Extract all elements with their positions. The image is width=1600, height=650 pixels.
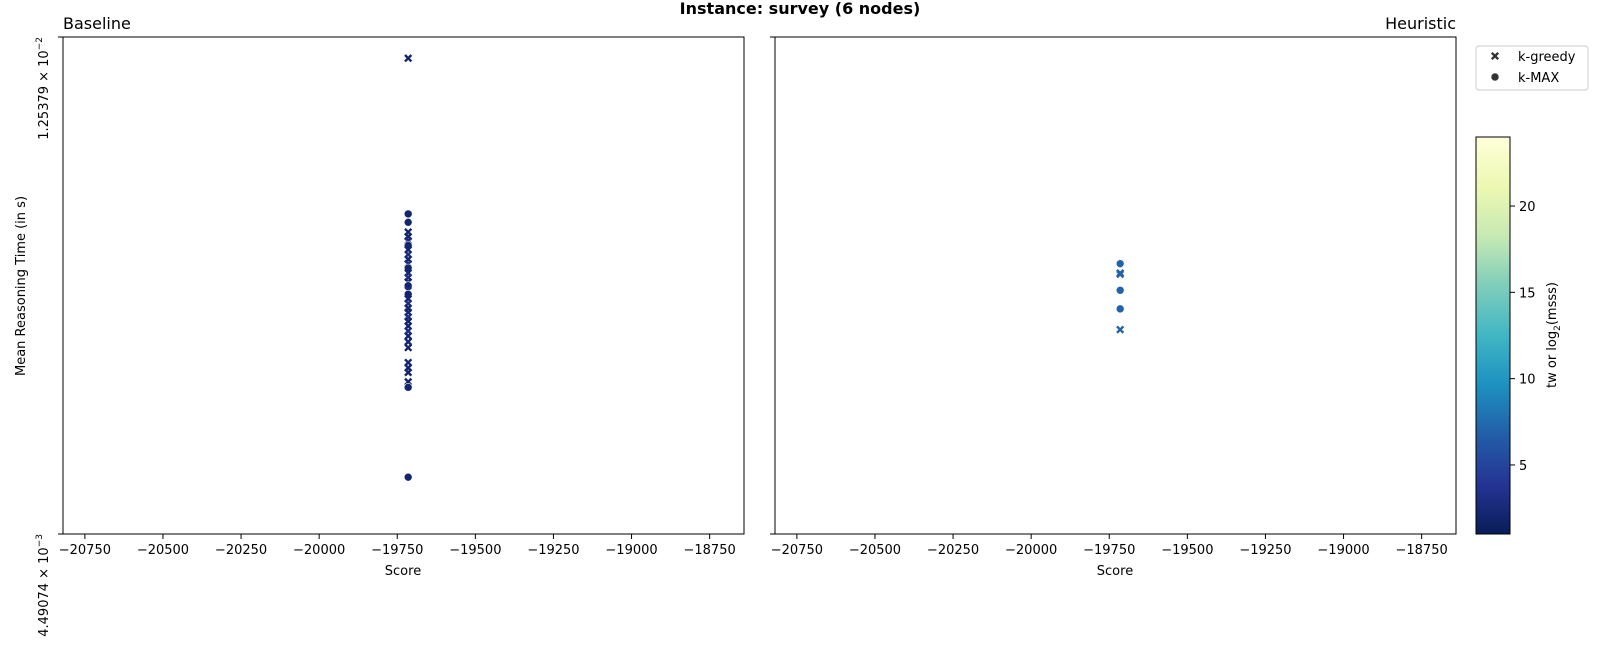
x-tick-label: −20250 xyxy=(927,543,979,558)
colorbar-tick-label: 20 xyxy=(1519,200,1536,215)
x-tick-label: −19750 xyxy=(371,543,423,558)
data-point-k-max xyxy=(1115,259,1125,268)
data-point-k-greedy xyxy=(404,368,413,377)
x-tick-label: −20500 xyxy=(849,543,901,558)
y-ticks: 1.25379 × 10−2 4.49074 × 10−3 xyxy=(35,36,63,637)
data-point-k-max xyxy=(403,472,413,482)
data-point-k-greedy xyxy=(404,343,413,352)
colorbar-gradient xyxy=(1475,136,1511,535)
x-tick-label: −19000 xyxy=(605,543,657,558)
x-tick-label: −19500 xyxy=(449,543,501,558)
panel-baseline: Baseline −20750 −20500 −20250 −20000 −19750−… xyxy=(59,14,745,579)
x-axis-label-heuristic: Score xyxy=(1097,564,1133,579)
points-baseline xyxy=(403,54,413,482)
y-axis-label: Mean Reasoning Time (in s) xyxy=(14,196,29,376)
panel-title-heuristic: Heuristic xyxy=(1385,14,1456,33)
data-point-k-greedy xyxy=(1116,325,1125,334)
colorbar-tick-label: 15 xyxy=(1519,286,1536,301)
legend-frame xyxy=(1475,45,1589,91)
data-point-k-max xyxy=(403,383,413,392)
data-point-k-greedy xyxy=(1116,270,1125,279)
x-tick-label: −20750 xyxy=(59,543,111,558)
data-point-k-greedy xyxy=(404,54,413,63)
x-tick-label: −20000 xyxy=(293,543,345,558)
x-axis-label-baseline: Score xyxy=(385,564,421,579)
y-tick-label-bottom: 4.49074 × 10−3 xyxy=(35,534,52,637)
x-tick-label: −19250 xyxy=(527,543,579,558)
panel-title-baseline: Baseline xyxy=(63,14,131,33)
points-heuristic xyxy=(1115,259,1125,334)
data-point-k-max xyxy=(1115,304,1125,314)
x-tick-label: −19500 xyxy=(1161,543,1213,558)
x-tick-label: −19250 xyxy=(1239,543,1291,558)
colorbar-ticks: 5 10 15 20 xyxy=(1510,200,1536,474)
y-tick-label-top: 1.25379 × 10−2 xyxy=(35,37,52,140)
legend-label-k-greedy: k-greedy xyxy=(1518,50,1576,65)
data-point-k-max xyxy=(403,218,413,227)
legend-circle-marker xyxy=(1490,72,1500,82)
plot-frame-heuristic xyxy=(774,36,1457,535)
legend: k-greedy k-MAX xyxy=(1475,45,1589,91)
panel-heuristic: Heuristic −20750 −20500 −20250 −20000 −19750… xyxy=(770,14,1457,579)
colorbar-tick-label: 10 xyxy=(1519,373,1536,388)
x-tick-label: −20000 xyxy=(1005,543,1057,558)
data-point-k-max xyxy=(403,209,413,219)
legend-label-k-max: k-MAX xyxy=(1518,71,1559,86)
x-tick-label: −18750 xyxy=(1396,543,1448,558)
figure-title: Instance: survey (6 nodes) xyxy=(680,0,921,18)
x-tick-label: −18750 xyxy=(684,543,736,558)
x-tick-label: −20750 xyxy=(771,543,823,558)
x-tick-label: −19000 xyxy=(1317,543,1369,558)
data-point-k-max xyxy=(1115,285,1125,295)
x-tick-label: −20500 xyxy=(137,543,189,558)
x-tick-label: −20250 xyxy=(215,543,267,558)
x-ticks-heuristic: −20750 −20500 −20250 −20000 −19750 −19500 −192… xyxy=(771,534,1448,558)
x-tick-label: −19750 xyxy=(1083,543,1135,558)
colorbar-label: tw or log2(msss) xyxy=(1545,282,1563,388)
legend-marker-k-greedy xyxy=(1490,51,1500,61)
colorbar-tick-label: 5 xyxy=(1519,459,1527,474)
plot-frame-baseline xyxy=(62,36,745,535)
colorbar: 5 10 15 20 tw or log2(msss) xyxy=(1475,136,1563,535)
legend-marker-k-max xyxy=(1490,72,1500,82)
legend-x-marker xyxy=(1490,51,1500,61)
x-ticks-baseline: −20750 −20500 −20250 −20000 −19750 −19500 −192… xyxy=(59,534,736,558)
